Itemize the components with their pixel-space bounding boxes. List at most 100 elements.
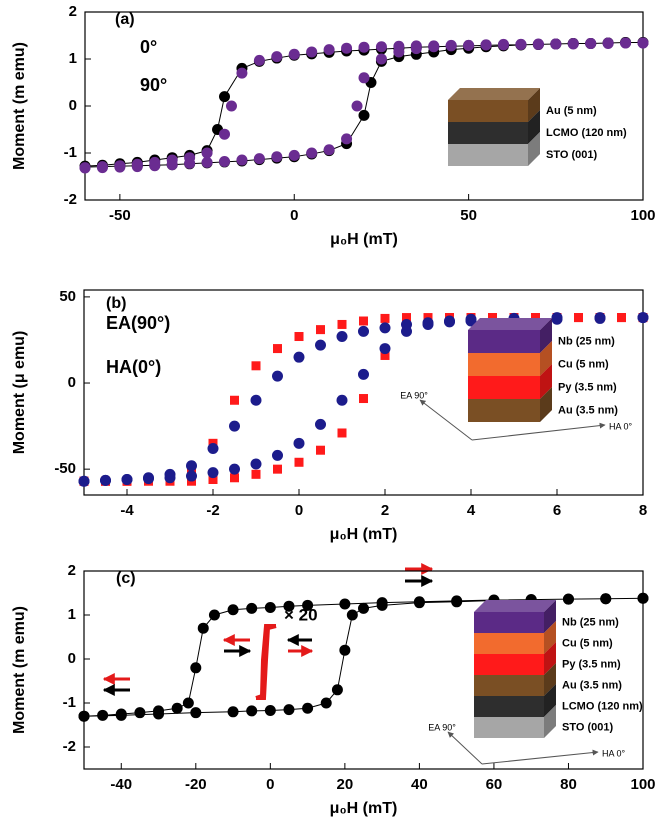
marker	[265, 602, 276, 613]
marker	[228, 706, 239, 717]
legend-entry: 90°	[140, 75, 167, 95]
x-tick-label: 4	[467, 502, 476, 519]
x-tick-label: 50	[460, 207, 477, 224]
marker	[332, 684, 343, 695]
marker	[289, 150, 300, 161]
marker	[603, 38, 614, 49]
marker	[585, 38, 596, 49]
marker	[219, 129, 230, 140]
marker	[236, 68, 247, 79]
marker	[337, 395, 348, 406]
marker	[617, 313, 626, 322]
marker	[116, 710, 127, 721]
marker	[219, 91, 230, 102]
marker	[219, 156, 230, 167]
x-tick-label: -4	[120, 502, 134, 519]
inset-axis	[472, 425, 605, 440]
marker	[638, 38, 649, 49]
layer-front	[448, 100, 528, 122]
marker	[295, 458, 304, 467]
x-tick-label: 20	[337, 776, 354, 793]
x-tick-label: 60	[486, 776, 503, 793]
marker	[265, 705, 276, 716]
marker	[316, 325, 325, 334]
layer-front	[448, 122, 528, 144]
marker	[381, 314, 390, 323]
marker	[428, 41, 439, 52]
layer-front	[468, 399, 540, 422]
x-tick-label: 2	[381, 502, 389, 519]
layer-label: Py (3.5 nm)	[562, 658, 621, 670]
inset-stack: Nb (25 nm)Cu (5 nm)Py (3.5 nm)Au (3.5 nm…	[474, 600, 643, 738]
marker	[315, 419, 326, 430]
marker	[295, 332, 304, 341]
marker	[358, 369, 369, 380]
marker	[198, 623, 209, 634]
x-tick-label: -50	[109, 207, 131, 224]
marker	[80, 163, 91, 174]
legend-entry: HA(0°)	[106, 357, 161, 377]
marker	[341, 133, 352, 144]
marker	[272, 450, 283, 461]
marker	[451, 596, 462, 607]
marker	[352, 101, 363, 112]
marker	[271, 151, 282, 162]
marker	[380, 322, 391, 333]
marker	[190, 707, 201, 718]
layer-front	[468, 353, 540, 376]
x-tick-label: 0	[295, 502, 303, 519]
inset-axis-label: HA 0°	[602, 748, 626, 758]
marker	[184, 158, 195, 169]
inset-axis-label: EA 90°	[400, 390, 428, 400]
layer-label: Au (3.5 nm)	[562, 679, 622, 691]
x-tick-label: 100	[630, 207, 655, 224]
marker	[236, 155, 247, 166]
marker	[252, 470, 261, 479]
y-tick-label: 1	[68, 606, 76, 623]
marker	[209, 610, 220, 621]
x-tick-label: 0	[290, 207, 298, 224]
layer-top-shade	[448, 88, 540, 100]
x-tick-label: 40	[411, 776, 428, 793]
marker	[347, 610, 358, 621]
marker	[339, 599, 350, 610]
layer-front	[474, 612, 544, 633]
y-tick-label: 50	[59, 288, 76, 305]
marker	[638, 593, 649, 604]
y-tick-label: 2	[69, 3, 77, 20]
marker	[246, 603, 257, 614]
figure: -2-1012-50050100μ₀H (mT)Moment (m emu)(a…	[0, 0, 661, 820]
marker	[338, 428, 347, 437]
marker	[446, 40, 457, 51]
marker	[498, 39, 509, 50]
marker	[252, 361, 261, 370]
marker	[186, 460, 197, 471]
layer-label: Au (3.5 nm)	[558, 404, 618, 416]
marker	[229, 464, 240, 475]
layer-label: STO (001)	[546, 149, 597, 161]
x-tick-label: 80	[560, 776, 577, 793]
x-axis-label: μ₀H (mT)	[330, 526, 398, 543]
layer-label: Nb (25 nm)	[558, 335, 615, 347]
inset-stack: Nb (25 nm)Cu (5 nm)Py (3.5 nm)Au (3.5 nm…	[468, 318, 618, 422]
legend-entry: EA(90°)	[106, 313, 170, 333]
marker	[324, 144, 335, 155]
marker	[100, 475, 111, 486]
marker	[359, 394, 368, 403]
marker	[153, 709, 164, 720]
marker	[359, 110, 370, 121]
marker	[563, 594, 574, 605]
y-tick-label: -1	[64, 144, 77, 161]
marker	[376, 41, 387, 52]
field-arrows	[104, 569, 432, 698]
y-tick-label: -2	[64, 191, 77, 208]
marker	[411, 43, 422, 54]
marker	[466, 314, 477, 325]
marker	[533, 38, 544, 49]
y-axis-label: Moment (m emu)	[11, 606, 28, 734]
panel-label: (c)	[116, 570, 136, 587]
marker	[316, 446, 325, 455]
marker	[143, 473, 154, 484]
marker	[550, 38, 561, 49]
marker	[568, 38, 579, 49]
